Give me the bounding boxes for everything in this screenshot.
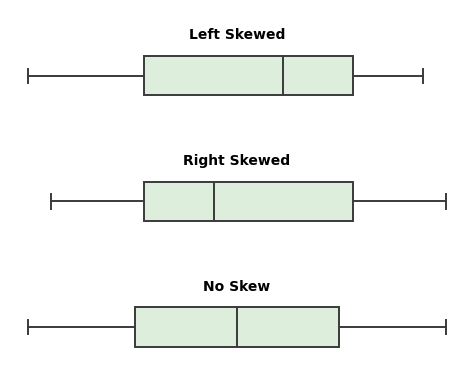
Bar: [135, 308, 339, 347]
Bar: [144, 182, 353, 221]
Text: No Skew: No Skew: [203, 280, 271, 294]
Text: Right Skewed: Right Skewed: [183, 154, 291, 168]
Text: Left Skewed: Left Skewed: [189, 28, 285, 42]
Bar: [144, 56, 353, 95]
